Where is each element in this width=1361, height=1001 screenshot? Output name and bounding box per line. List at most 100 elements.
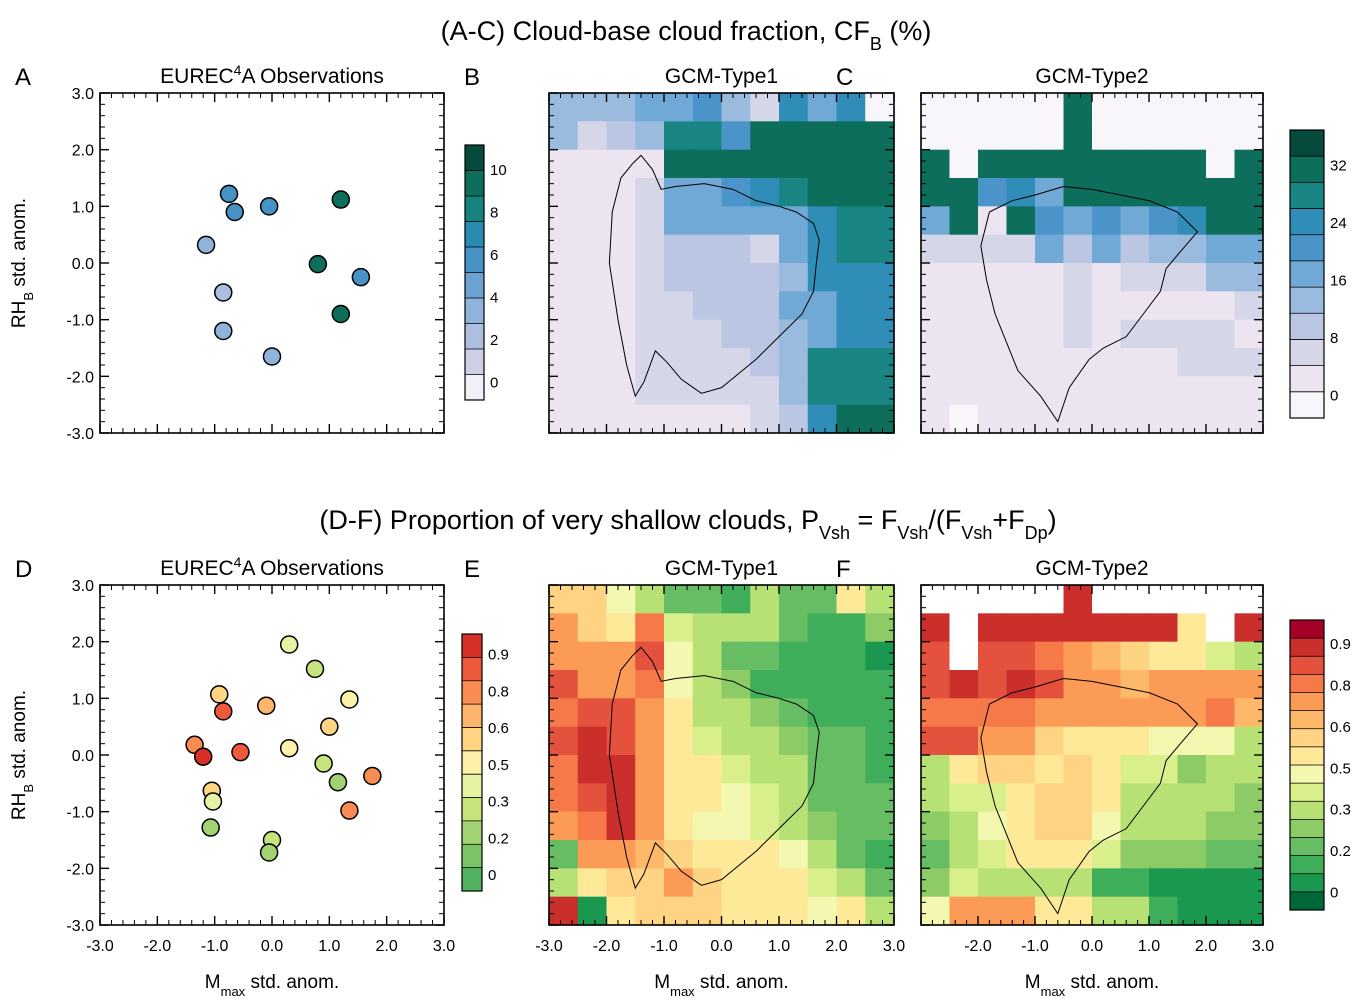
heatmap-cell [1120,811,1150,841]
panel-title: GCM-Type2 [1035,65,1148,88]
heatmap-cell [577,404,608,434]
heatmap-cell [1092,348,1122,377]
colorbar-segment [465,349,484,375]
heatmap-cell [1092,783,1122,813]
heatmap-cell [750,896,780,926]
heatmap-cell [692,319,723,349]
heatmap-cell [978,896,1008,926]
heatmap-cell [1206,783,1236,813]
scatter-point [279,738,299,758]
heatmap-cell [1120,149,1150,179]
heatmap-cell [721,178,751,207]
y-tick-label: 0.0 [72,256,94,273]
heatmap-cell [1206,755,1236,784]
heatmap-cell [836,121,866,151]
heatmap-cell [1149,726,1179,756]
colorbar-label: 16 [1330,273,1347,290]
heatmap-cell [635,868,665,898]
heatmap-cell [1206,726,1236,756]
heatmap-cell [921,840,951,869]
heatmap-cell [1063,348,1093,377]
heatmap-cell [865,234,895,264]
heatmap-cell [721,93,751,122]
y-tick-label: 2.0 [72,143,94,160]
heatmap-cell [1234,670,1264,699]
heatmap-cell [750,234,780,264]
heatmap-cell [692,149,723,179]
heatmap-cell [750,755,780,784]
heatmap-cell [692,93,723,122]
heatmap-cell [577,178,608,207]
heatmap-cell [978,178,1008,207]
heatmap-cell [721,348,751,377]
panel-c: C GCM-Type2 32 24 16 8 0 [836,64,1347,434]
colorbar-segment [1290,391,1324,419]
heatmap-cell [1063,783,1093,813]
x-tick-label: -2.0 [964,938,992,955]
heatmap-cell [836,404,866,434]
scatter-point [351,267,371,287]
heatmap-cell [721,840,751,869]
panel-letter: E [464,556,480,583]
heatmap-cell [692,121,723,151]
x-tick-label: 0.0 [1081,938,1103,955]
heatmap-cell [949,783,979,813]
heatmap-cell [1206,404,1236,434]
heatmap-cell [1234,783,1264,813]
heatmap-cell [635,291,665,321]
heatmap-cell [1206,840,1236,869]
heatmap-cell [692,783,723,813]
heatmap-cell [779,263,809,292]
heatmap-cell [577,234,608,264]
heatmap-cell [664,121,694,151]
colorbar-segment [1290,801,1324,820]
colorbar-segment [1290,182,1324,210]
heatmap-cell [1149,234,1179,264]
heatmap-cell [1177,348,1207,377]
heatmap-cell [1092,840,1122,869]
heatmap-cell [692,726,723,756]
heatmap-cell [1177,376,1207,406]
heatmap-cell [1092,811,1122,841]
heatmap-cell [635,93,665,122]
colorbar-segment [462,750,482,775]
heatmap-cell [635,404,665,434]
heatmap-cell [549,755,579,784]
heatmap-cell [721,404,751,434]
x-tick-label: 2.0 [1195,938,1217,955]
heatmap-cell [606,178,636,207]
heatmap-cell [807,348,838,377]
colorbar-segment [1290,837,1324,857]
heatmap-cell [577,376,608,406]
x-tick-label: -2.0 [144,938,172,955]
heatmap-cell [1120,121,1150,151]
heatmap-cell [949,376,979,406]
heatmap-cell [1006,376,1036,406]
colorbar-label: 0.2 [488,830,509,847]
heatmap-cell [865,840,895,869]
heatmap-cell [664,613,694,643]
heatmap-cell [836,613,866,643]
heatmap-cell [721,698,751,728]
heatmap-cell [807,698,838,728]
heatmap-cell [779,811,809,841]
heatmap-cell [664,93,694,122]
heatmap-cell [1234,840,1264,869]
heatmap-cell [949,670,979,699]
colorbar-segment [1290,855,1324,875]
heatmap-cell [949,726,979,756]
heatmap-cell [807,263,838,292]
scatter-point [363,766,382,786]
heatmap-cell [721,121,751,151]
panel-a: 3.0 2.0 1.0 0.0 -1.0 -2.0 -3.0 A EUREC4A Observa… [9,62,507,443]
heatmap-cell [921,613,951,643]
heatmap-cell [1177,641,1207,671]
colorbar-segment [465,298,484,324]
heatmap-cell [1206,206,1236,236]
x-tick-label: -1.0 [1021,938,1049,955]
heatmap-cell [664,178,694,207]
heatmap-cell [1234,811,1264,841]
heatmap-cell [750,404,780,434]
heatmap-cell [721,783,751,813]
heatmap-cell [1120,234,1150,264]
